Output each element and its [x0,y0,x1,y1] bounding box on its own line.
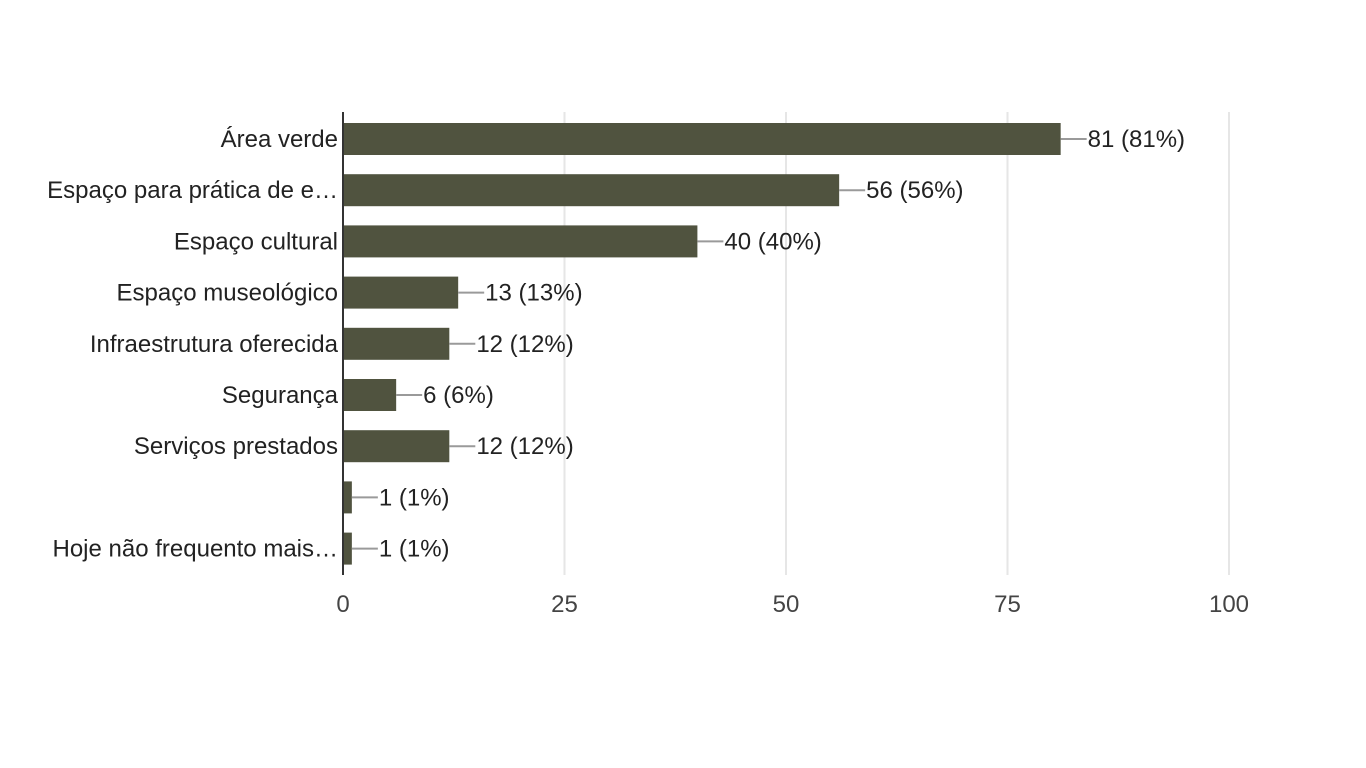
bar[interactable] [343,481,352,514]
data-label: 12 (12%) [476,433,573,460]
data-label: 6 (6%) [423,382,494,409]
category-label: Área verde [221,126,338,153]
category-label: Hoje não frequento mais… [53,536,339,563]
category-label: Infraestrutura oferecida [90,331,339,358]
category-label: Segurança [222,382,339,409]
category-label: Espaço museológico [117,280,338,307]
data-label: 13 (13%) [485,280,582,307]
bar[interactable] [343,430,450,463]
bar[interactable] [343,327,450,360]
bar[interactable] [343,379,397,411]
bars [343,123,1061,565]
data-label: 1 (1%) [379,536,450,563]
x-tick-label: 75 [994,591,1021,618]
x-tick-label: 25 [551,591,578,618]
data-labels: 81 (81%) 56 (56%) 40 (40%) 13 (13%) 12 (12%)… [351,126,1185,563]
x-tick-label: 100 [1209,591,1249,618]
category-label: Espaço cultural [174,228,338,255]
x-axis-ticks: 0 25 50 75 100 [336,591,1249,618]
category-labels: Área verde Espaço para prática de e… Espaç… [47,126,338,563]
data-label: 81 (81%) [1088,126,1185,153]
category-label: Espaço para prática de e… [47,177,338,204]
bar[interactable] [343,225,698,258]
data-label: 12 (12%) [476,331,573,358]
data-label: 40 (40%) [724,228,821,255]
bar[interactable] [343,123,1061,155]
x-tick-label: 0 [336,591,349,618]
category-label: Serviços prestados [134,433,338,460]
bar[interactable] [343,174,840,207]
bar[interactable] [343,276,459,309]
data-label: 1 (1%) [379,484,450,511]
x-tick-label: 50 [773,591,800,618]
bar[interactable] [343,532,352,565]
data-label: 56 (56%) [866,177,963,204]
